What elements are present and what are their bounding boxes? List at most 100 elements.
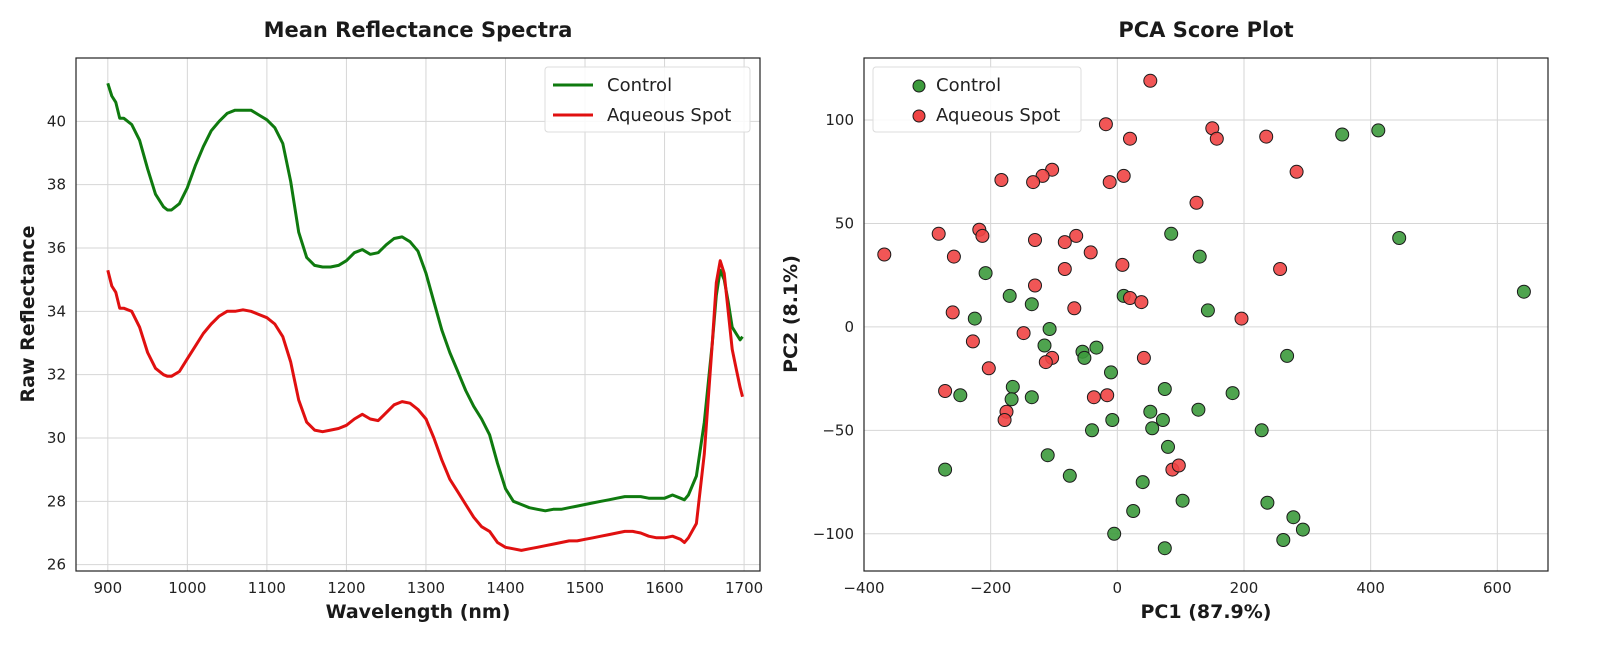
spectra-grid (76, 58, 760, 571)
point-aqueous-spot (1069, 228, 1084, 243)
pca-x-label: PC1 (87.9%) (1141, 601, 1272, 623)
point-aqueous-spot (1028, 278, 1042, 293)
point-aqueous-spot (994, 173, 1009, 187)
y-tick-label: 40 (47, 112, 66, 130)
y-tick-label: 28 (47, 492, 66, 510)
point-control (1191, 402, 1206, 417)
point-control (1157, 382, 1172, 396)
point-control (1286, 510, 1301, 525)
point-aqueous-spot (1209, 131, 1224, 146)
point-control (1164, 226, 1179, 241)
pca-plot-frame (863, 57, 1549, 572)
point-aqueous-spot (1115, 257, 1130, 272)
point-control (1516, 284, 1531, 299)
point-control (1145, 421, 1160, 436)
legend-label-control: Control (607, 75, 672, 96)
spectra-lines (106, 82, 744, 552)
point-control (1107, 526, 1122, 541)
point-aqueous-spot (877, 247, 892, 262)
spectra-plot-frame (75, 57, 761, 572)
point-aqueous-spot (938, 384, 953, 398)
x-tick-label: 1000 (168, 579, 206, 597)
point-aqueous-spot (1289, 164, 1304, 179)
point-aqueous-spot (1102, 175, 1117, 190)
y-tick-label: 26 (47, 556, 66, 574)
pca-legend: Control Aqueous Spot (872, 66, 1082, 133)
y-tick-label: −50 (822, 421, 854, 439)
point-aqueous-spot (997, 413, 1012, 427)
point-control (1042, 322, 1057, 336)
point-control (1260, 495, 1275, 510)
point-aqueous-spot (931, 226, 946, 241)
point-control (1335, 127, 1350, 142)
point-control (1200, 303, 1215, 318)
point-control (1077, 350, 1092, 365)
point-control (1104, 365, 1118, 380)
point-control (1040, 448, 1055, 463)
pca-x-ticks: −400 −200 0 200 400 600 (843, 579, 1511, 597)
x-tick-label: 1400 (486, 579, 524, 597)
legend-marker-control (912, 79, 926, 93)
point-aqueous-spot (1028, 233, 1042, 247)
point-aqueous-spot (1134, 295, 1149, 310)
spectra-legend: Control Aqueous Spot (544, 66, 751, 133)
point-control (1089, 340, 1104, 355)
spectra-y-ticks: 26 28 30 32 34 36 38 40 (47, 112, 66, 573)
y-tick-label: 30 (47, 429, 66, 447)
x-tick-label: 1300 (407, 579, 445, 597)
point-control (1392, 231, 1407, 245)
point-aqueous-spot (1086, 390, 1101, 405)
pca-title: PCA Score Plot (1118, 18, 1293, 42)
point-aqueous-spot (1067, 301, 1082, 316)
point-aqueous-spot (1038, 355, 1053, 370)
point-aqueous-spot (1026, 175, 1041, 190)
point-aqueous-spot (1057, 262, 1072, 276)
point-control (1002, 288, 1017, 303)
legend-label-control-pca: Control (936, 75, 1001, 96)
point-control (1155, 413, 1170, 427)
x-tick-label: 1500 (566, 579, 604, 597)
point-control (1037, 338, 1052, 353)
point-control (1005, 379, 1020, 394)
point-control (1085, 423, 1099, 438)
point-aqueous-spot (1171, 458, 1186, 473)
point-aqueous-spot (975, 228, 990, 243)
point-control (978, 266, 993, 281)
point-control (1024, 297, 1039, 312)
y-tick-label: 38 (47, 176, 66, 194)
point-control (1371, 123, 1386, 138)
point-control (1105, 413, 1120, 427)
point-control (1143, 404, 1158, 419)
point-control (1276, 533, 1291, 547)
spectra-chart: 900 1000 1100 1200 1300 1400 1500 1600 1700 26 28… (17, 18, 763, 623)
spectra-x-ticks: 900 1000 1100 1200 1300 1400 1500 1600 1700 (93, 579, 763, 597)
x-tick-label: 1100 (248, 579, 286, 597)
y-tick-label: 0 (844, 318, 854, 336)
point-aqueous-spot (1116, 168, 1131, 183)
point-control (1254, 423, 1269, 438)
x-tick-label: 600 (1483, 579, 1512, 597)
y-tick-label: 36 (47, 239, 66, 257)
point-control (1161, 439, 1175, 454)
point-aqueous-spot (1123, 131, 1137, 146)
spectra-x-label: Wavelength (nm) (326, 601, 511, 623)
point-aqueous-spot (965, 334, 980, 349)
spectra-y-label: Raw Reflectance (17, 226, 39, 403)
pca-points (877, 73, 1531, 556)
y-tick-label: 32 (47, 366, 66, 384)
point-control (1280, 348, 1295, 363)
point-control (953, 388, 968, 403)
x-tick-label: −400 (843, 579, 884, 597)
x-tick-label: 900 (93, 579, 122, 597)
legend-label-aqueous-spot-pca: Aqueous Spot (936, 105, 1060, 126)
y-tick-label: 50 (835, 214, 854, 232)
y-tick-label: −100 (813, 525, 854, 543)
point-aqueous-spot (1057, 235, 1072, 250)
x-tick-label: 200 (1230, 579, 1259, 597)
point-aqueous-spot (1234, 311, 1249, 326)
point-aqueous-spot (1136, 350, 1151, 365)
point-aqueous-spot (981, 361, 996, 376)
point-control (1295, 522, 1310, 537)
point-control (1157, 541, 1172, 556)
